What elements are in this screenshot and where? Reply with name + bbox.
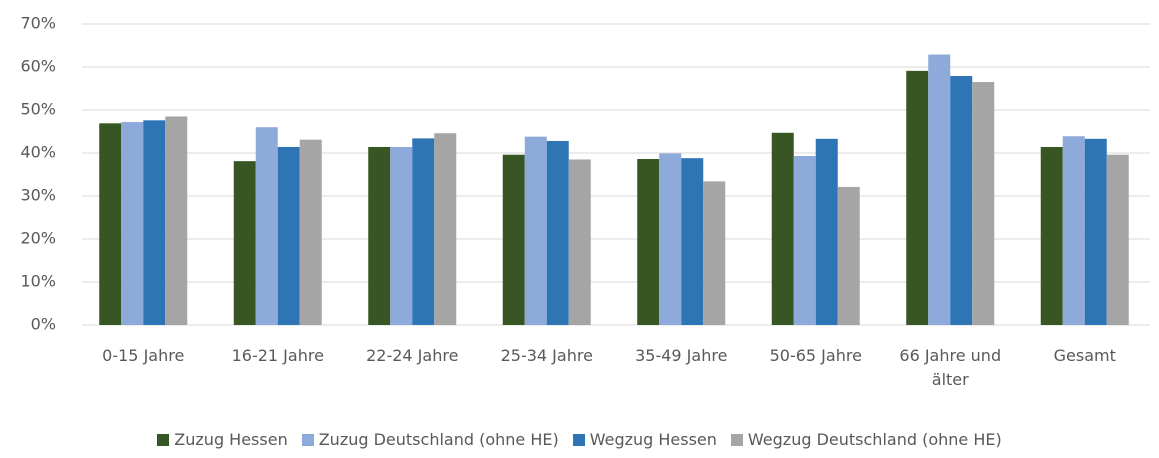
- bar: [1084, 138, 1107, 325]
- bar: [255, 127, 278, 325]
- legend-label: Zuzug Deutschland (ohne HE): [318, 430, 559, 449]
- bar: [771, 132, 794, 325]
- y-tick-label: 50%: [20, 100, 56, 119]
- legend-item: Wegzug Deutschland (ohne HE): [730, 430, 1002, 449]
- y-tick-label: 0%: [31, 315, 56, 334]
- bar: [412, 138, 435, 325]
- bar: [390, 146, 413, 325]
- bar: [659, 153, 682, 325]
- bar: [637, 159, 660, 325]
- bar: [143, 120, 166, 325]
- legend-swatch: [157, 433, 170, 446]
- bar: [703, 181, 726, 325]
- y-tick-label: 70%: [20, 14, 56, 33]
- legend-label: Zuzug Hessen: [174, 430, 288, 449]
- bar: [793, 156, 816, 325]
- x-tick-label: 0-15 Jahre: [102, 346, 185, 365]
- bar: [368, 146, 391, 325]
- bar: [906, 70, 929, 326]
- x-tick-label: 16-21 Jahre: [231, 346, 324, 365]
- bar: [502, 154, 525, 325]
- bar: [277, 146, 300, 325]
- legend: Zuzug Hessen Zuzug Deutschland (ohne HE) W…: [0, 430, 1159, 449]
- bar: [972, 82, 995, 325]
- legend-swatch: [730, 433, 743, 446]
- x-tick-label: Gesamt: [1053, 346, 1116, 365]
- legend-swatch: [301, 433, 314, 446]
- legend-label: Wegzug Hessen: [589, 430, 717, 449]
- bar: [524, 136, 547, 325]
- bar: [568, 159, 591, 325]
- bar: [1106, 154, 1129, 325]
- x-tick-label: 25-34 Jahre: [500, 346, 593, 365]
- y-tick-label: 20%: [20, 229, 56, 248]
- bar: [1062, 136, 1085, 325]
- legend-item: Wegzug Hessen: [572, 430, 717, 449]
- bar: [299, 139, 322, 325]
- legend-item: Zuzug Deutschland (ohne HE): [301, 430, 559, 449]
- legend-swatch: [572, 433, 585, 446]
- bar: [815, 138, 838, 325]
- bar: [99, 123, 122, 325]
- x-tick-label: 35-49 Jahre: [635, 346, 728, 365]
- x-tick-label: 50-65 Jahre: [769, 346, 862, 365]
- bar: [837, 186, 860, 325]
- legend-label: Wegzug Deutschland (ohne HE): [747, 430, 1002, 449]
- y-tick-label: 10%: [20, 272, 56, 291]
- bar: [928, 54, 951, 325]
- bar: [1040, 146, 1063, 325]
- bar: [681, 158, 704, 325]
- bar: [233, 161, 256, 325]
- y-tick-label: 40%: [20, 143, 56, 162]
- y-tick-label: 60%: [20, 57, 56, 76]
- bar: [950, 76, 973, 325]
- y-tick-label: 30%: [20, 186, 56, 205]
- bar: [121, 122, 144, 325]
- x-tick-label: 22-24 Jahre: [366, 346, 459, 365]
- bar: [546, 140, 569, 325]
- bar: [434, 133, 457, 325]
- legend-item: Zuzug Hessen: [157, 430, 288, 449]
- x-tick-label: 66 Jahre und älter: [899, 346, 1002, 389]
- bar: [165, 116, 188, 325]
